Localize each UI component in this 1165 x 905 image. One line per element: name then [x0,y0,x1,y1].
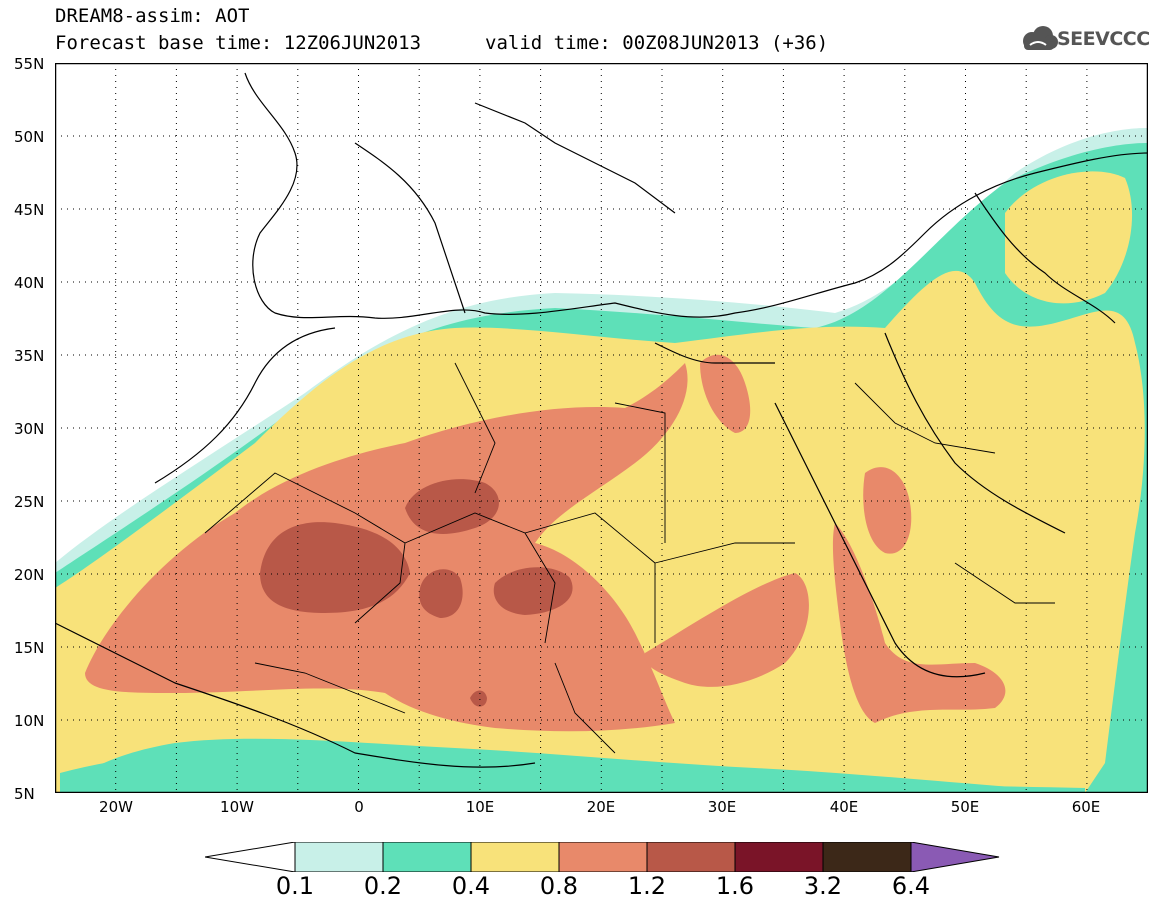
colorbar-label: 6.4 [891,872,931,900]
lon-label: 30E [707,798,737,816]
aot-level-0.4-north [1005,171,1133,304]
aot-level-0.8-arabia [863,467,912,554]
lon-label: 40E [829,798,859,816]
cloud-icon [1023,26,1058,50]
lat-label: 30N [14,420,45,438]
aot-level-1.2-c [419,569,463,618]
lat-label: 25N [14,493,45,511]
logo-text: SEEVCCC [1057,28,1150,50]
lat-label: 50N [14,128,45,146]
lat-label: 40N [14,274,45,292]
lat-label: 5N [14,785,35,803]
colorbar-label: 0.1 [275,872,315,900]
aot-level-1.2-e [470,690,487,707]
colorbar-bin [734,842,824,872]
colorbar-left-arrow [205,842,296,872]
aot-level-0.8-egypt [700,354,751,433]
graticule [55,63,1148,793]
map-border [55,63,1148,793]
valid-time: valid time: 00Z08JUN2013 (+36) [485,32,829,54]
lon-label: 60E [1071,798,1101,816]
aot-level-0.2-south [60,749,1085,793]
colorbar-label: 0.8 [539,872,579,900]
forecast-times: Forecast base time: 12Z06JUN2013 valid ti… [55,32,828,54]
colorbar-label: 0.4 [451,872,491,900]
aot-level-0.8-redsea [832,523,1006,723]
lat-label: 15N [14,639,45,657]
lon-label: 0 [354,798,364,816]
colorbar-bin [470,842,560,872]
lat-label: 45N [14,201,45,219]
colorbar-bin [646,842,736,872]
colorbar-label: 1.6 [715,872,755,900]
base-time: Forecast base time: 12Z06JUN2013 [55,32,422,54]
lon-label: 20E [586,798,616,816]
aot-map [55,63,1148,793]
map-title: DREAM8-assim: AOT [55,5,250,27]
colorbar-bin [558,842,648,872]
colorbar-bin [822,842,912,872]
lon-label: 20W [99,798,133,816]
lat-label: 35N [14,347,45,365]
lon-label: 10W [220,798,254,816]
aot-level-1.2 [260,522,410,613]
lat-label: 10N [14,712,45,730]
seevccc-logo [1023,26,1058,50]
country-borders [204,362,1055,754]
aot-colorbar [205,842,1000,872]
aot-level-0.8-east [644,573,809,687]
lon-label: 50E [950,798,980,816]
colorbar-label: 3.2 [803,872,843,900]
colorbar-bin [382,842,472,872]
coastlines [55,72,1148,768]
lat-label: 55N [14,55,45,73]
lon-label: 10E [465,798,495,816]
colorbar-label: 1.2 [627,872,667,900]
lat-label: 20N [14,566,45,584]
colorbar-right-arrow [910,842,1000,872]
colorbar-label: 0.2 [363,872,403,900]
colorbar-bin [294,842,384,872]
